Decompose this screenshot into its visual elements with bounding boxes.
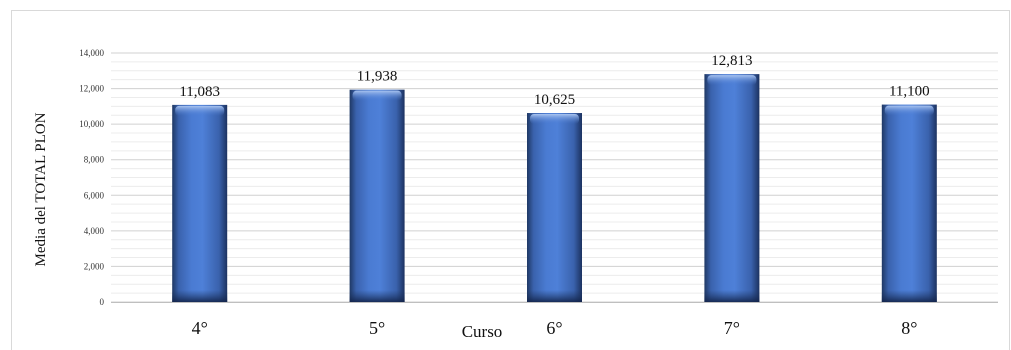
bar-body bbox=[527, 113, 582, 302]
y-tick-label: 12,000 bbox=[79, 84, 104, 94]
bar bbox=[704, 74, 760, 303]
bar-highlight bbox=[175, 105, 225, 116]
bar bbox=[527, 113, 582, 302]
bar bbox=[881, 104, 937, 302]
y-tick-label: 2,000 bbox=[84, 261, 105, 271]
bar-highlight bbox=[707, 75, 757, 86]
bar-body bbox=[172, 104, 228, 303]
bar-shadow bbox=[527, 290, 582, 302]
x-axis-label: Curso bbox=[462, 322, 503, 341]
bar-body bbox=[704, 74, 760, 303]
data-label: 12,813 bbox=[711, 53, 752, 69]
y-tick-label: 14,000 bbox=[79, 48, 104, 58]
bar-highlight bbox=[884, 105, 934, 116]
bar-shadow bbox=[172, 290, 228, 302]
y-tick-label: 10,000 bbox=[79, 119, 104, 129]
data-label: 11,083 bbox=[179, 84, 220, 100]
y-tick-label: 8,000 bbox=[84, 155, 105, 165]
x-axis-ticks: 4° 5° 6° 7° 8° bbox=[192, 318, 918, 338]
x-tick-label: 6° bbox=[546, 318, 562, 338]
data-label: 11,100 bbox=[889, 84, 930, 100]
bar bbox=[349, 89, 405, 303]
x-tick-label: 4° bbox=[192, 318, 208, 338]
y-tick-label: 0 bbox=[100, 297, 105, 307]
bar-highlight bbox=[530, 114, 579, 125]
bars bbox=[172, 74, 937, 303]
bar bbox=[172, 104, 228, 303]
bar-shadow bbox=[704, 290, 760, 302]
bar-chart: 02,0004,0006,0008,00010,00012,00014,000 … bbox=[33, 48, 998, 341]
x-tick-label: 7° bbox=[724, 318, 740, 338]
data-label: 10,625 bbox=[534, 92, 575, 108]
bar-body bbox=[881, 104, 937, 302]
bar-shadow bbox=[881, 290, 937, 302]
data-labels: 11,083 11,938 10,625 12,813 11,100 bbox=[179, 53, 929, 108]
bar-highlight bbox=[352, 90, 402, 101]
bar-shadow bbox=[349, 290, 405, 302]
y-axis-ticks: 0 2,000 4,000 6,000 8,000 10,000 12,000 14,000 bbox=[79, 48, 104, 307]
data-label: 11,938 bbox=[357, 69, 398, 85]
y-tick-label: 6,000 bbox=[84, 190, 105, 200]
bar-body bbox=[349, 89, 405, 303]
y-tick-label: 4,000 bbox=[84, 226, 105, 236]
y-axis-label: Media del TOTAL PLON bbox=[33, 112, 49, 266]
x-tick-label: 8° bbox=[901, 318, 917, 338]
x-tick-label: 5° bbox=[369, 318, 385, 338]
